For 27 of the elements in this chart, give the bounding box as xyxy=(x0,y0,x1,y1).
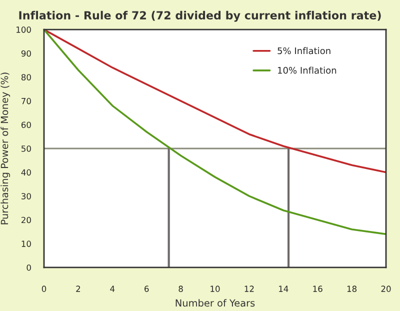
y-tick-label: 60 xyxy=(21,122,31,128)
x-tick-label: 0 xyxy=(42,286,46,292)
y-tick-label: 70 xyxy=(22,98,31,104)
y-tick-label: 20 xyxy=(22,216,31,224)
legend-label: 5% Inflation xyxy=(278,47,330,54)
x-tick-label: 4 xyxy=(110,286,115,292)
y-tick-label: 100 xyxy=(16,26,31,33)
y-tick-label: 0 xyxy=(26,264,31,271)
y-axis-title: Purchasing Power of Money (%) xyxy=(0,72,10,224)
x-tick-label: 14 xyxy=(279,286,288,292)
y-tick-label: 80 xyxy=(21,74,31,80)
x-tick-label: 6 xyxy=(144,286,149,292)
legend-label: 10% Inflation xyxy=(278,66,336,74)
y-tick-label: 90 xyxy=(21,50,31,57)
x-tick-label: 20 xyxy=(381,286,391,292)
x-tick-label: 10 xyxy=(210,286,220,292)
x-tick-label: 8 xyxy=(178,286,183,292)
x-tick-label: 12 xyxy=(244,286,254,292)
y-tick-label: 40 xyxy=(21,169,31,176)
x-tick-label: 16 xyxy=(313,286,322,292)
y-tick-label: 30 xyxy=(22,193,31,200)
y-tick-label: 50 xyxy=(22,145,31,152)
x-tick-label: 2 xyxy=(76,286,80,292)
y-tick-label: 10 xyxy=(22,240,31,247)
chart-title: Inflation - Rule of 72 (72 divided by current inflation rate) xyxy=(19,10,381,22)
x-tick-label: 18 xyxy=(347,286,357,292)
x-axis-title: Number of Years xyxy=(176,299,255,307)
